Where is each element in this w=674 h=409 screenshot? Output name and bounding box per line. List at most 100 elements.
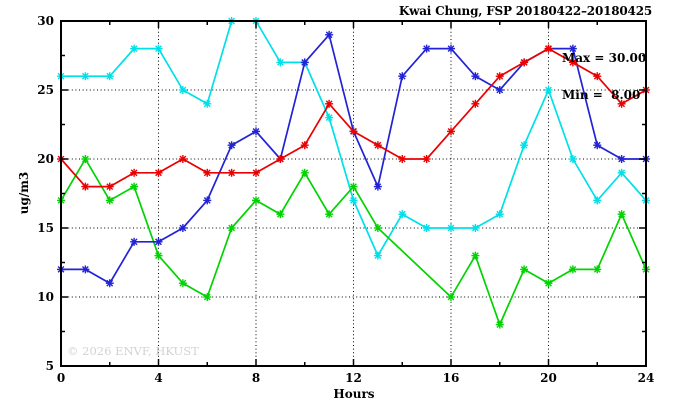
series-green-marker — [617, 210, 626, 219]
series-red-marker — [154, 168, 163, 177]
series-cyan-marker — [544, 86, 553, 94]
max-min-annotation: Max = 30.00 Min = 8.00 — [562, 28, 646, 126]
series-blue-marker — [398, 72, 407, 81]
series-red-marker — [422, 155, 431, 163]
series-cyan-marker — [593, 196, 602, 205]
series-green-marker — [300, 168, 309, 177]
tick-layer — [60, 20, 647, 367]
watermark: © 2026 ENVF, HKUST — [67, 344, 199, 358]
series-blue-marker — [178, 224, 187, 232]
series-red-marker — [495, 72, 504, 81]
series-red-marker — [130, 168, 139, 177]
series-green-marker — [544, 279, 553, 288]
grid-layer — [61, 21, 646, 366]
series-blue-marker — [130, 237, 139, 246]
series-green-marker — [520, 265, 529, 274]
series-red-marker — [447, 127, 455, 136]
series-layer — [57, 17, 650, 329]
series-red-marker — [276, 155, 285, 163]
series-red-marker — [178, 155, 187, 163]
series-red-marker — [300, 141, 309, 150]
chart-title: Kwai Chung, FSP 20180422–20180425 — [398, 4, 652, 18]
series-cyan-marker — [447, 224, 455, 232]
tick-label-layer: 0 4 8 12 16 20 24 5 10 15 20 25 30 — [37, 14, 654, 385]
series-cyan-marker — [105, 72, 114, 81]
series-red-marker — [617, 99, 626, 108]
x-tick-label: 12 — [345, 371, 362, 385]
series-red-marker — [373, 141, 382, 150]
y-tick-label: 30 — [37, 14, 54, 28]
series-green-marker — [227, 224, 236, 232]
series-blue-marker — [568, 44, 577, 53]
series-green-marker — [178, 279, 187, 288]
series-cyan-marker — [178, 86, 187, 94]
x-tick-label: 16 — [443, 371, 460, 385]
series-red-marker — [593, 72, 602, 81]
series-cyan-line — [61, 20, 647, 257]
series-blue-marker — [471, 72, 480, 81]
series-cyan-marker — [349, 196, 358, 205]
series-cyan-marker — [373, 251, 382, 260]
y-tick-label: 10 — [37, 290, 54, 304]
series-cyan-marker — [422, 224, 431, 232]
series-cyan-marker — [495, 210, 504, 219]
series-blue-marker — [154, 237, 163, 246]
axis-frame-layer — [60, 20, 647, 367]
series-green-marker — [447, 293, 455, 301]
series-green-marker — [495, 320, 504, 329]
x-tick-label: 4 — [154, 371, 162, 385]
series-blue-marker — [373, 182, 382, 191]
series-red-marker — [325, 99, 334, 108]
series-cyan-marker — [154, 44, 163, 53]
series-red-marker — [398, 155, 407, 163]
series-red-marker — [471, 99, 480, 108]
series-blue-marker — [105, 279, 114, 288]
series-red-marker — [349, 127, 358, 136]
series-blue-marker — [422, 44, 431, 53]
series-blue-marker — [252, 127, 260, 136]
series-green-marker — [568, 265, 577, 274]
series-cyan-marker — [471, 224, 480, 232]
series-cyan-marker — [276, 58, 285, 67]
series-green-marker — [130, 182, 139, 191]
series-green-marker — [276, 210, 285, 219]
series-blue-marker — [203, 196, 212, 205]
series-green-marker — [105, 196, 114, 205]
annotation-min: Min = 8.00 — [562, 88, 641, 102]
series-red-marker — [520, 58, 529, 67]
series-red-marker — [252, 168, 260, 177]
series-green-marker — [593, 265, 602, 274]
series-green-marker — [203, 293, 212, 301]
y-tick-label: 5 — [46, 359, 54, 373]
annotation-max: Max = 30.00 — [562, 51, 647, 65]
axis-frame — [60, 20, 647, 367]
series-green-marker — [471, 251, 480, 260]
x-tick-label: 8 — [252, 371, 260, 385]
series-cyan-marker — [203, 99, 212, 108]
series-red-marker — [544, 44, 553, 53]
series-green-marker — [81, 155, 90, 163]
y-tick-label: 25 — [37, 83, 54, 97]
series-green-marker — [154, 251, 163, 260]
series-blue-marker — [300, 58, 309, 67]
x-tick-label: 20 — [540, 371, 557, 385]
series-green-marker — [373, 224, 382, 232]
series-red-marker — [105, 182, 114, 191]
series-cyan-marker — [325, 113, 334, 122]
y-axis-title: ug/m3 — [17, 171, 31, 215]
series-green-marker — [325, 210, 334, 219]
series-blue-marker — [495, 86, 504, 94]
series-green-marker — [349, 182, 358, 191]
series-blue-marker — [227, 141, 236, 150]
x-tick-label: 24 — [638, 371, 655, 385]
series-cyan-marker — [130, 44, 139, 53]
series-blue-marker — [593, 141, 602, 150]
x-axis-title: Hours — [333, 387, 375, 401]
series-cyan-marker — [81, 72, 90, 81]
series-red-marker — [568, 58, 577, 67]
series-cyan-marker — [617, 168, 626, 177]
series-cyan-marker — [568, 155, 577, 163]
series-blue-marker — [325, 30, 334, 39]
